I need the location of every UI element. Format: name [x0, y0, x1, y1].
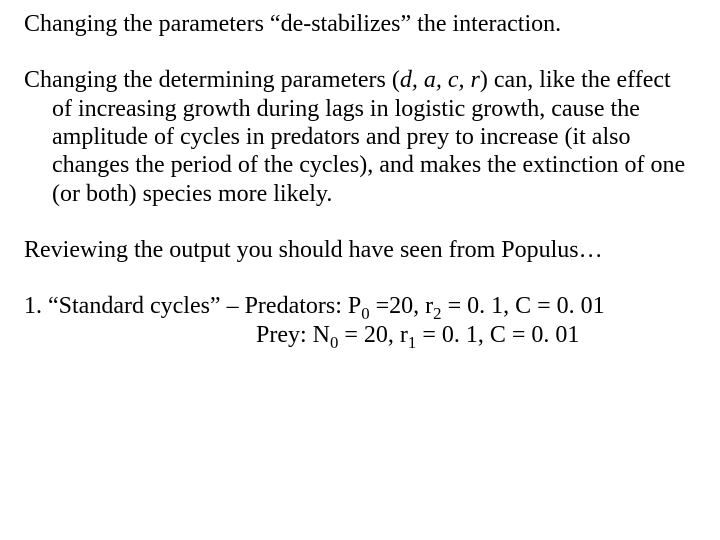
slide-title: Changing the parameters “de-stabilizes” …: [24, 10, 696, 38]
main-paragraph-block: Changing the determining parameters (d, …: [24, 66, 696, 208]
para-pre: Changing the determining parameters (: [24, 67, 400, 93]
review-line: Reviewing the output you should have see…: [24, 236, 696, 264]
case-1-line-2: Prey: N0 = 20, r1 = 0. 1, C = 0. 01: [24, 321, 696, 349]
pred-vals-2: = 0. 1, C = 0. 01: [442, 293, 605, 319]
slide-page: Changing the parameters “de-stabilizes” …: [0, 0, 720, 540]
case-1: 1. “Standard cycles” – Predators: P0 =20…: [24, 292, 696, 349]
pred-vals-1: =20, r: [370, 293, 434, 319]
prey-label: Prey: N: [256, 322, 330, 348]
title-text: Changing the parameters “de-stabilizes” …: [24, 11, 561, 37]
case-1-label: 1. “Standard cycles” – Predators: P: [24, 293, 361, 319]
case-1-line-1: 1. “Standard cycles” – Predators: P0 =20…: [24, 293, 605, 319]
review-text: Reviewing the output you should have see…: [24, 237, 603, 263]
main-paragraph: Changing the determining parameters (d, …: [24, 66, 696, 208]
prey-vals-2: = 0. 1, C = 0. 01: [416, 322, 579, 348]
prey-vals-1: = 20, r: [338, 322, 408, 348]
para-params: d, a, c, r: [400, 67, 480, 93]
